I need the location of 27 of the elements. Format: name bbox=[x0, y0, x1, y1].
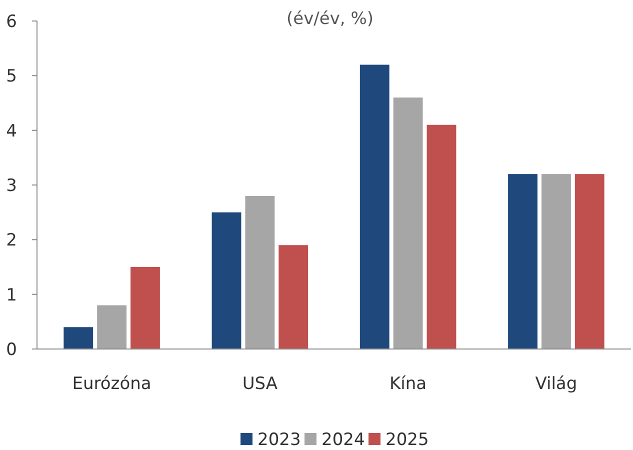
bar bbox=[245, 196, 275, 349]
y-tick-label: 2 bbox=[6, 230, 17, 251]
bar bbox=[278, 245, 308, 349]
y-tick-label: 1 bbox=[6, 285, 17, 306]
y-tick-label: 6 bbox=[6, 12, 17, 32]
bar bbox=[541, 174, 571, 349]
bar bbox=[212, 212, 242, 349]
bar bbox=[393, 98, 423, 349]
y-tick-label: 3 bbox=[6, 176, 17, 196]
x-tick-label: Világ bbox=[535, 374, 578, 394]
bar bbox=[130, 267, 160, 349]
bar bbox=[426, 124, 456, 349]
x-tick-label: Kína bbox=[390, 374, 427, 394]
y-tick-label: 5 bbox=[6, 66, 17, 87]
x-tick-label: Eurózóna bbox=[72, 374, 152, 394]
legend-label: 2025 bbox=[386, 430, 429, 450]
x-tick-label: USA bbox=[242, 374, 278, 394]
bar bbox=[508, 174, 538, 349]
bar bbox=[574, 174, 604, 349]
y-tick-label: 4 bbox=[6, 121, 17, 142]
bar bbox=[97, 305, 127, 349]
bar bbox=[64, 327, 94, 349]
bar bbox=[360, 64, 390, 349]
legend-label: 2024 bbox=[322, 430, 365, 450]
legend-label: 2023 bbox=[258, 430, 301, 450]
chart-subtitle: (év/év, %) bbox=[286, 9, 374, 29]
y-tick-label: 0 bbox=[6, 340, 17, 360]
